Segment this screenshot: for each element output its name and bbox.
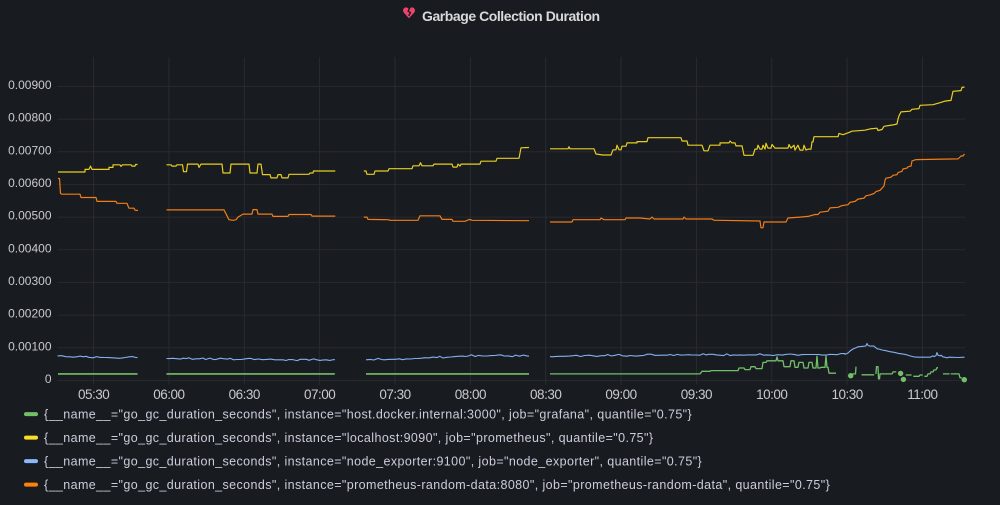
svg-text:0.00300: 0.00300 <box>8 274 52 288</box>
svg-text:05:30: 05:30 <box>78 387 109 402</box>
svg-text:{__name__="go_gc_duration_seco: {__name__="go_gc_duration_seconds", inst… <box>44 454 702 468</box>
svg-text:0.00900: 0.00900 <box>8 78 52 92</box>
svg-text:0.00500: 0.00500 <box>8 209 52 223</box>
svg-text:10:30: 10:30 <box>831 387 862 402</box>
svg-text:0.00600: 0.00600 <box>8 176 52 190</box>
svg-text:0: 0 <box>45 372 52 386</box>
svg-text:{__name__="go_gc_duration_seco: {__name__="go_gc_duration_seconds", inst… <box>44 407 692 421</box>
svg-text:06:00: 06:00 <box>153 387 184 402</box>
svg-text:0.00200: 0.00200 <box>8 307 52 321</box>
svg-text:07:00: 07:00 <box>304 387 335 402</box>
svg-text:0.00800: 0.00800 <box>8 111 52 125</box>
svg-text:{__name__="go_gc_duration_seco: {__name__="go_gc_duration_seconds", inst… <box>44 478 830 492</box>
svg-text:09:00: 09:00 <box>605 387 636 402</box>
svg-text:11:00: 11:00 <box>907 387 937 402</box>
svg-text:06:30: 06:30 <box>229 387 260 402</box>
svg-text:08:30: 08:30 <box>530 387 561 402</box>
svg-text:08:00: 08:00 <box>455 387 486 402</box>
svg-text:0.00700: 0.00700 <box>8 143 52 157</box>
svg-text:0.00100: 0.00100 <box>8 339 52 353</box>
svg-text:07:30: 07:30 <box>379 387 410 402</box>
svg-text:09:30: 09:30 <box>681 387 712 402</box>
svg-text:10:00: 10:00 <box>756 387 787 402</box>
svg-text:0.00400: 0.00400 <box>8 241 52 255</box>
svg-text:Garbage Collection Duration: Garbage Collection Duration <box>422 8 600 24</box>
svg-text:{__name__="go_gc_duration_seco: {__name__="go_gc_duration_seconds", inst… <box>44 431 653 445</box>
